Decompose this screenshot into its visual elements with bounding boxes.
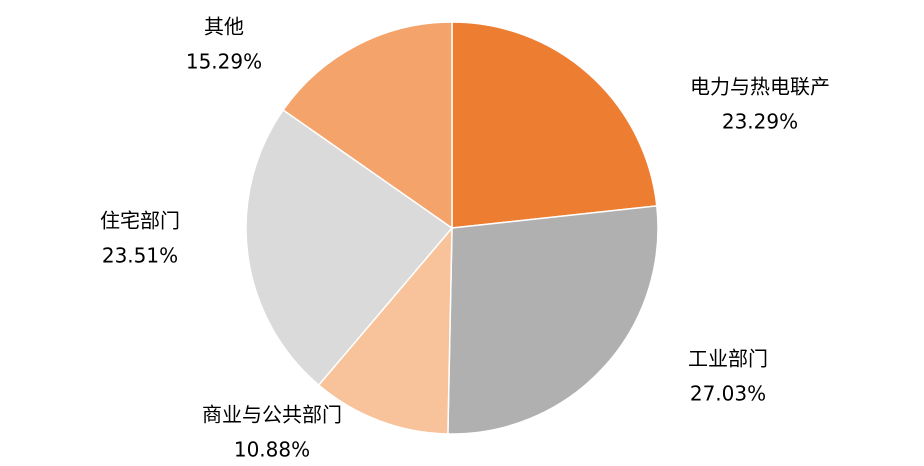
pie-slice [451, 21, 658, 229]
pie-slice [317, 225, 453, 435]
value-label: 10.88% [234, 438, 310, 462]
slice-label: 工业部门 [688, 347, 768, 371]
slice-label: 住宅部门 [100, 209, 180, 233]
slice-label: 商业与公共部门 [202, 403, 342, 427]
value-label: 23.51% [102, 244, 178, 268]
value-label: 23.29% [722, 110, 798, 134]
pie-slice [447, 205, 659, 435]
pie-slice [282, 21, 453, 230]
pie-slice [245, 108, 454, 387]
slice-label: 其他 [204, 15, 244, 39]
value-label: 27.03% [690, 382, 766, 406]
slice-label: 电力与热电联产 [690, 75, 830, 99]
value-label: 15.29% [186, 50, 262, 74]
